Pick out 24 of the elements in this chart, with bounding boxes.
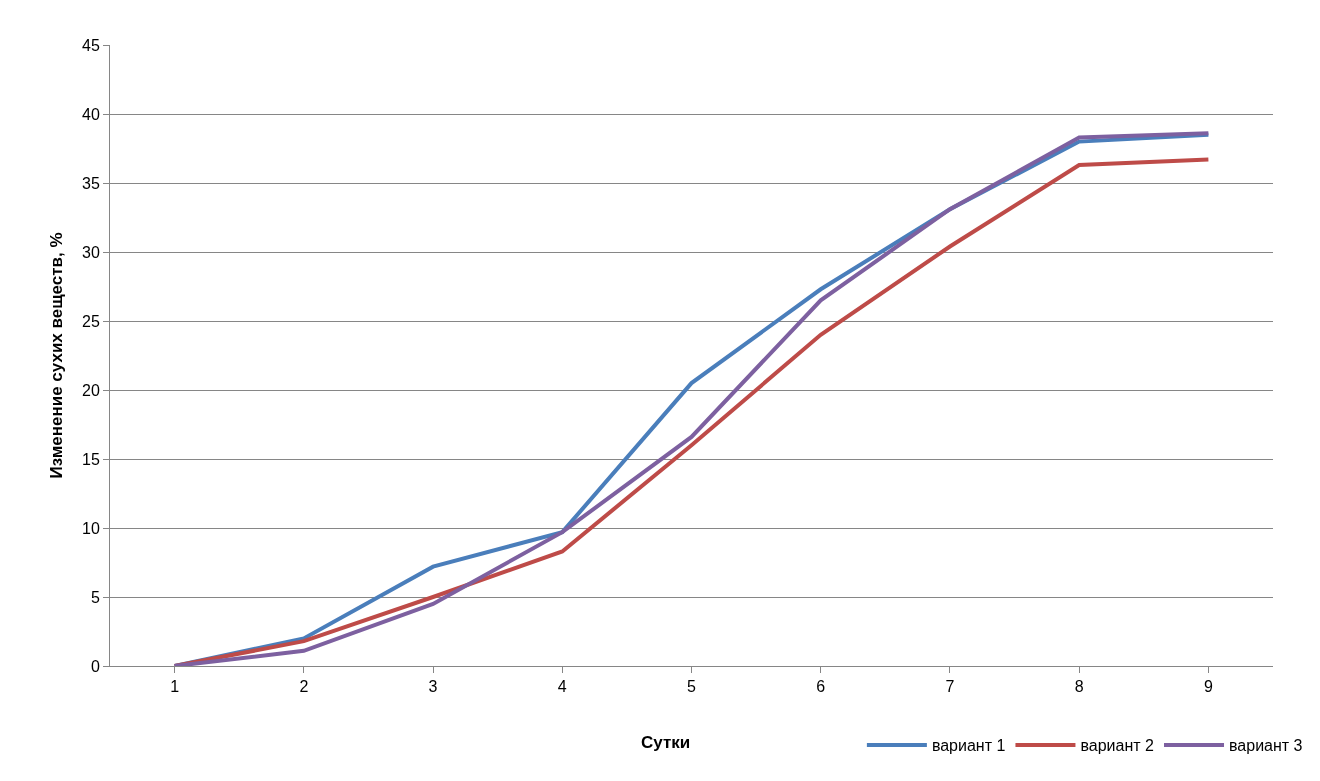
y-axis-title: Изменение сухих веществ, % xyxy=(46,232,66,479)
legend-label: вариант 1 xyxy=(931,737,1006,755)
y-tick-label: 5 xyxy=(90,588,100,606)
y-tick-label: 0 xyxy=(90,657,100,675)
y-tick-label: 15 xyxy=(82,450,100,468)
legend-label: вариант 3 xyxy=(1229,737,1303,755)
x-tick-label: 9 xyxy=(1203,678,1213,696)
x-axis-title: Сутки xyxy=(641,733,691,752)
y-tick-label: 45 xyxy=(82,36,100,54)
x-tick-label: 2 xyxy=(299,678,309,696)
x-tick-label: 3 xyxy=(428,678,438,696)
x-tick-label: 5 xyxy=(687,678,697,696)
legend-label: вариант 2 xyxy=(1080,737,1155,755)
x-tick-label: 8 xyxy=(1074,678,1084,696)
y-tick-label: 40 xyxy=(82,105,100,123)
y-tick-label: 10 xyxy=(82,519,100,537)
x-tick-label: 7 xyxy=(945,678,955,696)
y-tick-label: 20 xyxy=(82,381,100,399)
y-tick-label: 25 xyxy=(82,312,100,330)
y-tick-label: 35 xyxy=(82,174,100,192)
x-tick-label: 6 xyxy=(816,678,826,696)
y-tick-label: 30 xyxy=(82,243,100,261)
x-tick-label: 4 xyxy=(557,678,567,696)
x-tick-label: 1 xyxy=(170,678,180,696)
